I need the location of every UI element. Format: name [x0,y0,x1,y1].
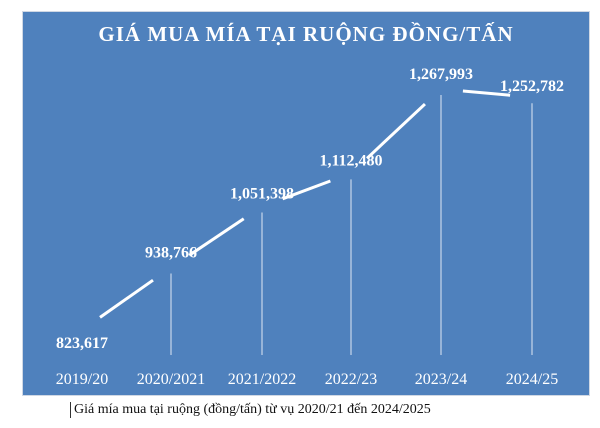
x-axis-tick-label: 2022/23 [325,371,377,388]
x-axis-tick-label: 2020/2021 [137,371,205,388]
x-axis-tick-label: 2021/2022 [228,371,296,388]
x-axis-tick-label: 2019/20 [56,371,108,388]
chart-title: GIÁ MUA MÍA TẠI RUỘNG ĐỒNG/TẤN [98,22,514,46]
x-axis-tick-label: 2024/25 [506,371,558,388]
chart-panel: GIÁ MUA MÍA TẠI RUỘNG ĐỒNG/TẤN [22,11,590,396]
figure-caption: Giá mía mua tại ruộng (đồng/tấn) từ vụ 2… [70,402,431,418]
data-label: 938,766 [145,245,197,262]
x-axis-tick-label: 2023/24 [415,371,467,388]
series-line-segment [462,89,511,97]
data-label: 1,252,782 [500,78,564,95]
series-line-segment [366,102,426,160]
series-line-segment [282,179,331,201]
data-label: 1,051,398 [230,185,294,202]
data-label: 823,617 [56,335,108,352]
data-label: 1,267,993 [409,66,473,83]
series-line-segment [99,278,154,319]
data-label: 1,112,480 [319,152,382,169]
series-line-segment [188,217,245,257]
